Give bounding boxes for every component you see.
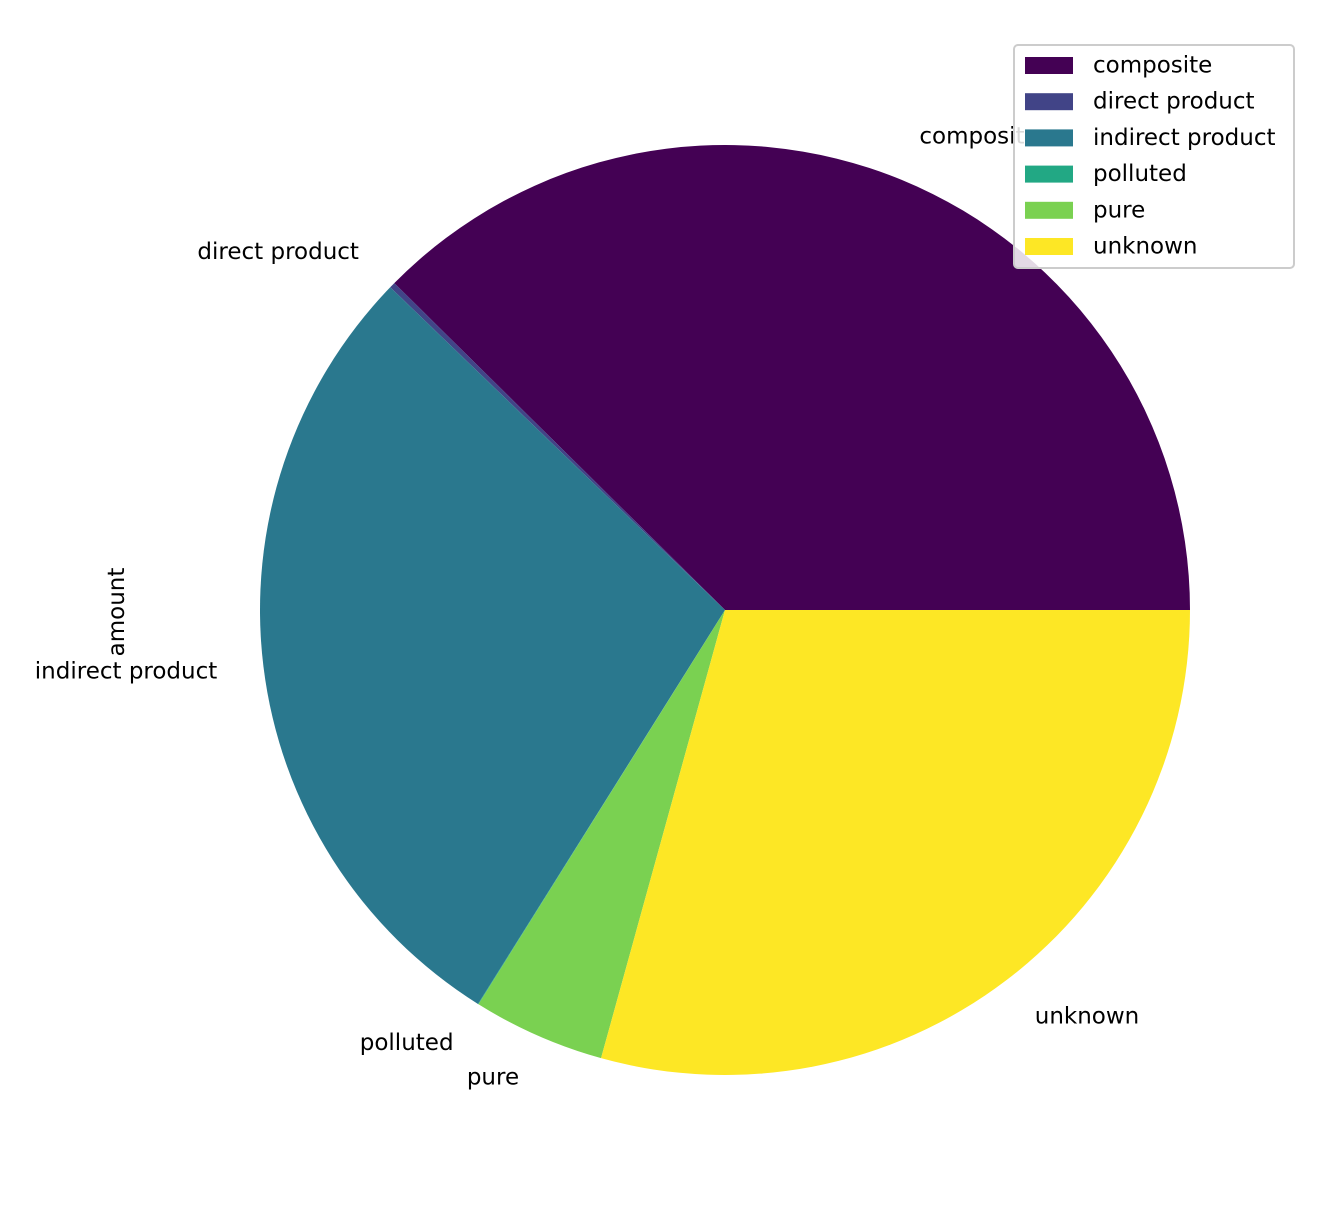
legend-swatch-direct-product (1025, 93, 1073, 111)
pie-slice-composite (394, 145, 1190, 610)
legend-swatch-composite (1025, 57, 1073, 74)
legend-swatch-pure (1025, 201, 1073, 219)
legend-frame (1013, 44, 1295, 269)
legend-label-pure: pure (1093, 197, 1145, 223)
pie-slice-direct-product (390, 283, 725, 610)
legend-label-unknown: unknown (1093, 234, 1198, 260)
slice-label-direct-product: direct product (197, 239, 359, 265)
pie-slices (260, 145, 1190, 1075)
legend-label-composite: composite (1093, 53, 1212, 79)
pie-slice-indirect-product (260, 287, 725, 1004)
slice-label-polluted: polluted (360, 1030, 454, 1056)
slice-label-unknown: unknown (1035, 1004, 1140, 1030)
slice-label-pure: pure (467, 1065, 519, 1091)
legend-label-polluted: polluted (1093, 161, 1187, 187)
legend-swatch-unknown (1025, 238, 1073, 255)
pie-slice-pure (478, 610, 725, 1059)
pie-slice-polluted (477, 610, 725, 1005)
legend-swatch-indirect-product (1025, 129, 1073, 147)
y-axis-label: amount (104, 568, 130, 657)
pie-slice-unknown (601, 610, 1190, 1075)
legend: composite direct product indirect product p… (1013, 44, 1295, 269)
legend-label-indirect-product: indirect product (1093, 125, 1276, 151)
legend-items: composite direct product indirect product p… (1025, 53, 1276, 260)
legend-label-direct-product: direct product (1093, 89, 1255, 115)
legend-swatch-polluted (1025, 165, 1073, 183)
slice-label-indirect-product: indirect product (35, 659, 218, 685)
